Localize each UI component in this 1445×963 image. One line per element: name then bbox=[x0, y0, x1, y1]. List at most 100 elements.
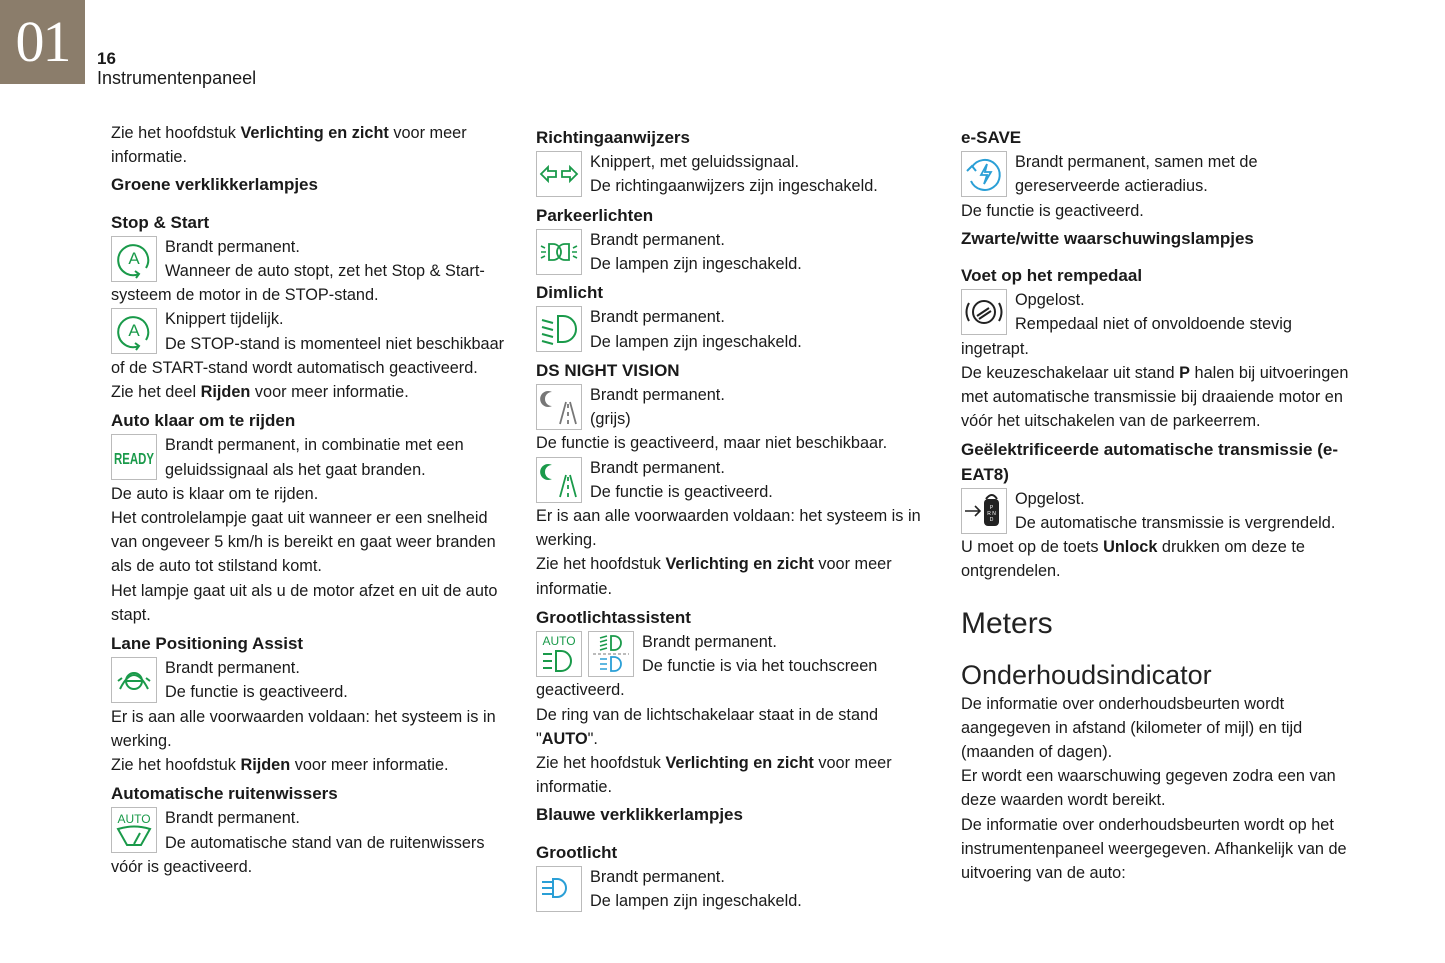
indicator-description: De lampen zijn ingeschakeld. bbox=[590, 892, 802, 911]
bold-text: Verlichting en zicht bbox=[665, 555, 814, 574]
section-heading: Automatische ruitenwissers bbox=[111, 784, 338, 804]
text-run: voor meer informatie. bbox=[536, 555, 892, 598]
e-save-icon bbox=[961, 151, 1007, 198]
paragraph: De keuzeschakelaar uit stand P halen bij… bbox=[961, 361, 1361, 434]
indicator-description: Opgelost. bbox=[1015, 489, 1085, 508]
paragraph: Er is aan alle voorwaarden voldaan: het … bbox=[111, 705, 511, 753]
text-run: voor meer informatie. bbox=[111, 124, 467, 167]
indicator-icons bbox=[536, 228, 582, 275]
indicator-description: De lampen zijn ingeschakeld. bbox=[590, 255, 802, 274]
auto-high-beam-icon: AUTO bbox=[536, 631, 582, 678]
indicator-item: Brandt permanent. De functie is geactivee… bbox=[111, 656, 511, 704]
indicator-description: Knippert, met geluidssignaal. bbox=[590, 153, 800, 172]
section-heading: Grootlichtassistent bbox=[536, 607, 691, 627]
auto-wiper-icon: AUTO bbox=[111, 807, 157, 854]
paragraph: De auto is klaar om te rijden. bbox=[111, 482, 511, 506]
indicator-icons bbox=[536, 151, 582, 198]
column-3: e-SAVE Brandt permanent, samen met de ger… bbox=[961, 121, 1361, 885]
high-beam-assist-icon bbox=[588, 631, 634, 678]
indicator-item: AUTO Brandt permanent. De functie is via h… bbox=[536, 630, 936, 703]
indicator-item: Brandt permanent. De lampen zijn ingescha… bbox=[536, 305, 936, 353]
paragraph: Zie het hoofdstuk Verlichting en zicht v… bbox=[536, 552, 936, 600]
indicator-description: Brandt permanent. bbox=[165, 809, 300, 828]
text-run: voor meer informatie. bbox=[536, 754, 892, 797]
indicator-item: Knippert, met geluidssignaal. De richting… bbox=[536, 150, 936, 198]
paragraph: De functie is geactiveerd. bbox=[961, 199, 1361, 223]
indicator-description: Brandt permanent. bbox=[165, 237, 300, 256]
bold-text: AUTO bbox=[541, 729, 588, 748]
indicator-description: Brandt permanent, in combinatie met een … bbox=[165, 436, 464, 479]
bold-text: Rijden bbox=[240, 756, 291, 775]
indicator-icons: A bbox=[111, 235, 157, 282]
text-run: drukken om deze te ontgrendelen. bbox=[961, 538, 1305, 581]
section-heading: Parkeerlichten bbox=[536, 205, 654, 225]
section-heading: Dimlicht bbox=[536, 283, 604, 303]
paragraph: Zie het hoofdstuk Verlichting en zicht v… bbox=[536, 751, 936, 799]
section-heading: e-SAVE bbox=[961, 128, 1022, 147]
indicator-description: De lampen zijn ingeschakeld. bbox=[590, 332, 802, 351]
paragraph: Er wordt een waarschuwing gegeven zodra … bbox=[961, 764, 1361, 812]
indicator-item: Brandt permanent, samen met de gereserve… bbox=[961, 150, 1361, 198]
text-run: voor meer informatie. bbox=[250, 383, 409, 402]
page-title: Instrumentenpaneel bbox=[97, 68, 257, 88]
text-run: Er wordt een waarschuwing gegeven zodra … bbox=[961, 767, 1336, 810]
paragraph: De ring van de lichtschakelaar staat in … bbox=[536, 703, 936, 751]
text-run: voor meer informatie. bbox=[290, 756, 449, 775]
bold-text: Unlock bbox=[1103, 538, 1158, 557]
text-run: Het lampje gaat uit als u de motor afzet… bbox=[111, 581, 498, 624]
indicator-description: Brandt permanent. bbox=[590, 308, 725, 327]
auto-icon-text: AUTO bbox=[117, 812, 150, 826]
indicator-icons bbox=[961, 151, 1007, 198]
indicator-item: A Knippert tijdelijk. De STOP-stand is mom… bbox=[111, 307, 511, 380]
chapter-heading: Meters bbox=[961, 606, 1053, 640]
text-run: Zie het deel bbox=[111, 383, 201, 402]
text-run: De auto is klaar om te rijden. bbox=[111, 484, 319, 503]
indicator-description: Brandt permanent. bbox=[590, 458, 725, 477]
text-run: Het controlelampje gaat uit wanneer er e… bbox=[111, 509, 496, 576]
indicator-description: Rempedaal niet of onvoldoende stevig ing… bbox=[961, 315, 1292, 358]
indicator-description: Opgelost. bbox=[1015, 291, 1085, 310]
bold-text: Verlichting en zicht bbox=[240, 124, 389, 142]
indicator-icons: AUTO bbox=[536, 631, 634, 678]
indicator-icons bbox=[111, 657, 157, 704]
text-run: Zie het hoofdstuk bbox=[536, 555, 666, 574]
text-run: U moet op de toets bbox=[961, 538, 1104, 557]
main-beam-icon bbox=[536, 865, 582, 912]
column-1: Zie het hoofdstuk Verlichting en zicht v… bbox=[111, 121, 511, 879]
paragraph: De informatie over onderhoudsbeurten wor… bbox=[961, 813, 1361, 886]
section-heading: Lane Positioning Assist bbox=[111, 634, 304, 654]
paragraph: De functie is geactiveerd, maar niet bes… bbox=[536, 431, 936, 455]
paragraph: Zie het deel Rijden voor meer informatie… bbox=[111, 380, 511, 404]
text-run: De informatie over onderhoudsbeurten wor… bbox=[961, 815, 1347, 883]
indicator-description: De STOP-stand is momenteel niet beschikb… bbox=[111, 334, 505, 377]
page-number: 16 bbox=[97, 49, 116, 68]
parking-lights-icon bbox=[536, 228, 582, 275]
indicator-icons: A bbox=[111, 308, 157, 355]
group-heading: Groene verklikkerlampjes bbox=[111, 175, 318, 195]
group-heading: Blauwe verklikkerlampjes bbox=[536, 805, 743, 825]
svg-text:A: A bbox=[128, 321, 140, 340]
indicator-icons bbox=[961, 289, 1007, 336]
indicator-icons: AUTO bbox=[111, 807, 157, 854]
text-run: De informatie over onderhoudsbeurten wor… bbox=[961, 694, 1303, 762]
group-heading: Zwarte/witte waarschuwingslampjes bbox=[961, 228, 1254, 248]
indicator-description: Brandt permanent. bbox=[165, 659, 300, 678]
paragraph: De informatie over onderhoudsbeurten wor… bbox=[961, 692, 1361, 765]
section-heading: DS NIGHT VISION bbox=[536, 360, 680, 380]
indicator-icons bbox=[536, 865, 582, 912]
section-heading: Auto klaar om te rijden bbox=[111, 411, 296, 431]
indicator-item: Brandt permanent. (grijs) bbox=[536, 383, 936, 431]
ready-icon: READY bbox=[111, 434, 157, 481]
section-heading: Geëlektrificeerde automatische transmiss… bbox=[961, 440, 1338, 484]
section-heading: Stop & Start bbox=[111, 212, 210, 232]
indicator-icons bbox=[536, 384, 582, 431]
dipped-beam-icon bbox=[536, 306, 582, 353]
text-run: Zie het hoofdstuk bbox=[111, 756, 241, 775]
indicator-description: De automatische stand van de ruitenwisse… bbox=[111, 833, 485, 876]
indicator-description: De functie is geactiveerd. bbox=[590, 482, 773, 501]
svg-text:A: A bbox=[128, 249, 140, 268]
indicator-description: Brandt permanent. bbox=[590, 230, 725, 249]
bold-text: Verlichting en zicht bbox=[665, 754, 814, 773]
indicator-description: De automatische transmissie is vergrende… bbox=[1015, 514, 1336, 533]
